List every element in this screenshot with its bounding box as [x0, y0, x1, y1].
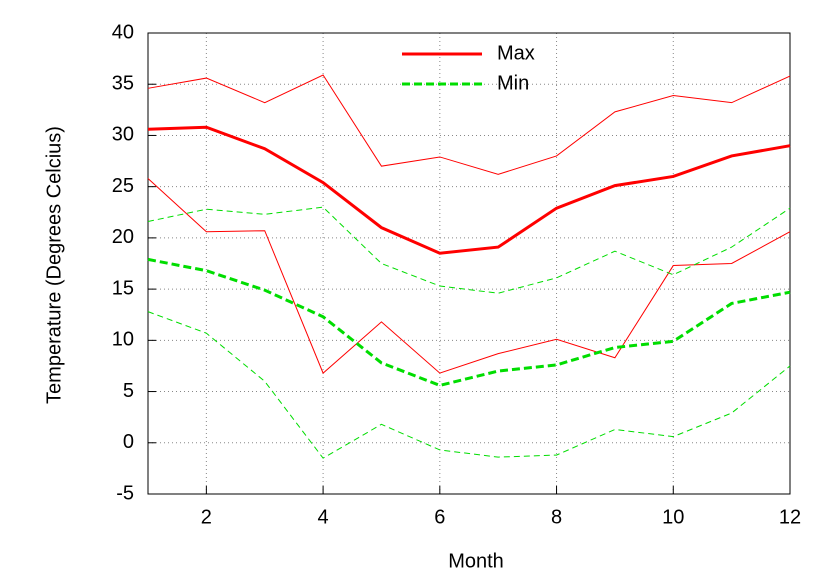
x-tick-label: 4	[318, 506, 329, 528]
y-tick-label: 40	[112, 21, 134, 43]
x-axis-label: Month	[448, 550, 504, 572]
legend-label: Min	[497, 72, 529, 94]
data-line	[147, 178, 791, 374]
y-axis-label: Temperature (Degrees Celcius)	[43, 126, 65, 404]
y-tick-label: 15	[112, 277, 134, 299]
legend-label: Max	[497, 42, 535, 64]
y-tick-label: 35	[112, 73, 134, 95]
data-line	[147, 311, 791, 459]
plot-frame	[147, 32, 791, 495]
y-tick-label: 30	[112, 124, 134, 146]
y-tick-label: 10	[112, 329, 134, 351]
x-tick-label: 12	[779, 506, 801, 528]
y-tick-label: 0	[123, 431, 134, 453]
y-tick-label: 25	[112, 175, 134, 197]
data-line	[147, 125, 791, 255]
data-line	[147, 206, 791, 294]
x-tick-label: 2	[201, 506, 212, 528]
y-tick-label: 5	[123, 380, 134, 402]
data-line	[147, 74, 791, 175]
x-tick-label: 8	[551, 506, 562, 528]
y-tick-label: -5	[116, 482, 134, 504]
data-line	[147, 257, 791, 387]
y-tick-label: 20	[112, 226, 134, 248]
x-tick-label: 6	[434, 506, 445, 528]
x-tick-label: 10	[662, 506, 684, 528]
